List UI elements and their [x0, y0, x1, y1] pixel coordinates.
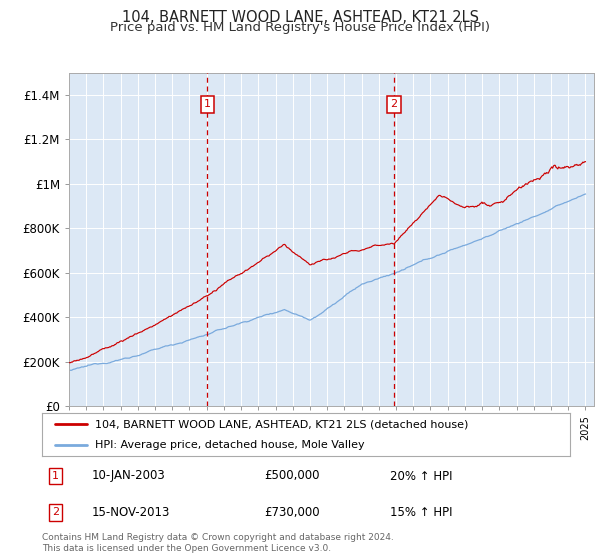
- Text: HPI: Average price, detached house, Mole Valley: HPI: Average price, detached house, Mole…: [95, 440, 364, 450]
- Text: £500,000: £500,000: [264, 469, 319, 483]
- Text: 1: 1: [52, 471, 59, 481]
- Text: 104, BARNETT WOOD LANE, ASHTEAD, KT21 2LS (detached house): 104, BARNETT WOOD LANE, ASHTEAD, KT21 2L…: [95, 419, 468, 429]
- Text: 1: 1: [204, 100, 211, 109]
- Text: 20% ↑ HPI: 20% ↑ HPI: [391, 469, 453, 483]
- Text: 104, BARNETT WOOD LANE, ASHTEAD, KT21 2LS: 104, BARNETT WOOD LANE, ASHTEAD, KT21 2L…: [121, 10, 479, 25]
- Text: 15% ↑ HPI: 15% ↑ HPI: [391, 506, 453, 519]
- Text: Contains HM Land Registry data © Crown copyright and database right 2024.
This d: Contains HM Land Registry data © Crown c…: [42, 533, 394, 553]
- Text: 2: 2: [391, 100, 398, 109]
- Text: Price paid vs. HM Land Registry's House Price Index (HPI): Price paid vs. HM Land Registry's House …: [110, 21, 490, 34]
- Text: 2: 2: [52, 507, 59, 517]
- Text: £730,000: £730,000: [264, 506, 319, 519]
- Text: 10-JAN-2003: 10-JAN-2003: [92, 469, 166, 483]
- Text: 15-NOV-2013: 15-NOV-2013: [92, 506, 170, 519]
